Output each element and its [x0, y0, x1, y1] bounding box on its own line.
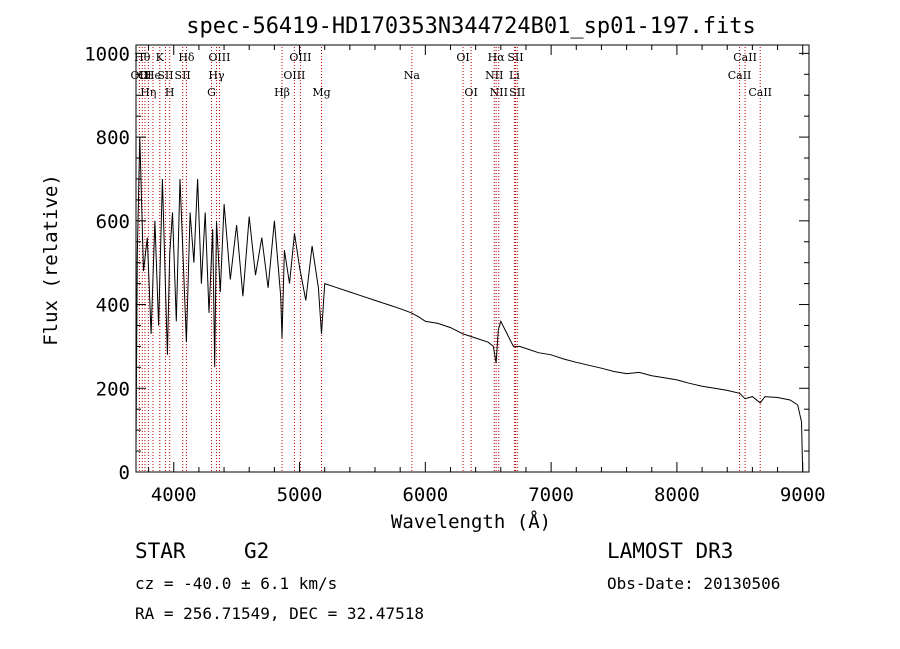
line-marker-label: OII: [131, 69, 149, 82]
line-marker-label: He: [145, 69, 161, 82]
line-marker-label: SII: [175, 69, 191, 82]
line-marker-label: K: [156, 51, 165, 64]
line-marker-label: NII: [490, 86, 508, 99]
line-marker-label: Hα: [488, 51, 506, 64]
spectrum-series-line: [135, 137, 804, 473]
x-tick-label: 4000: [151, 484, 197, 506]
x-axis-label: Wavelength (Å): [391, 510, 551, 533]
line-marker-label: G: [207, 86, 216, 99]
y-tick-label: 600: [96, 211, 130, 233]
coordinates: RA = 256.71549, DEC = 32.47518: [135, 604, 424, 623]
y-tick-label: 800: [96, 127, 130, 149]
line-marker-label: Hγ: [208, 69, 225, 82]
line-marker-label: NII: [485, 69, 503, 82]
y-axis-label: Flux (relative): [40, 174, 62, 346]
x-tick-label: 7000: [528, 484, 574, 506]
object-subclass: G2: [244, 539, 269, 563]
redshift-text: cz = -40.0 ± 6.1 km/s: [135, 574, 337, 593]
line-marker-label: Na: [404, 69, 421, 82]
line-marker-label: SII: [507, 51, 523, 64]
survey-name: LAMOST DR3: [607, 539, 733, 563]
line-marker-label: OI: [138, 69, 151, 82]
line-marker-label: Li: [509, 69, 520, 82]
x-tick-label: 6000: [402, 484, 448, 506]
line-marker-label: OIII: [283, 69, 305, 82]
line-marker-label: SII: [157, 69, 173, 82]
line-marker-label: Hδ: [178, 51, 195, 64]
x-tick-label: 5000: [277, 484, 323, 506]
spectral-line-markers: [138, 47, 761, 472]
axis-ticks: 4000 5000 6000 7000 8000 9000 0 200 400 600 800 100…: [84, 43, 825, 506]
line-marker-label: H: [165, 86, 175, 99]
line-marker-label: OIII: [208, 51, 230, 64]
y-tick-label: 400: [96, 295, 130, 317]
y-tick-label: 0: [119, 462, 130, 484]
plot-frame: [135, 44, 810, 473]
obs-date: Obs-Date: 20130506: [607, 574, 780, 593]
x-tick-label: 8000: [654, 484, 700, 506]
line-marker-label: OI: [464, 86, 477, 99]
chart-title: spec-56419-HD170353N344724B01_sp01-197.f…: [186, 14, 756, 39]
line-marker-label: Hβ: [274, 86, 290, 99]
y-tick-label: 1000: [84, 43, 130, 65]
line-marker-label: CaII: [748, 86, 772, 99]
line-marker-label: SII: [509, 86, 525, 99]
line-marker-label: CaII: [728, 69, 752, 82]
y-tick-label: 200: [96, 378, 130, 400]
line-marker-label: CaII: [733, 51, 757, 64]
object-class: STAR: [135, 539, 186, 563]
spectral-line-labels: OIIHθOIHηHeKSIIHSIIHδGHγOIIIHβOIIIOIIIMg…: [131, 51, 772, 99]
line-marker-label: OIII: [289, 51, 311, 64]
line-marker-label: Mg: [312, 86, 330, 99]
line-marker-label: Hη: [140, 86, 156, 99]
x-tick-label: 9000: [780, 484, 826, 506]
line-marker-label: OI: [456, 51, 469, 64]
line-marker-label: Hθ: [134, 51, 151, 64]
